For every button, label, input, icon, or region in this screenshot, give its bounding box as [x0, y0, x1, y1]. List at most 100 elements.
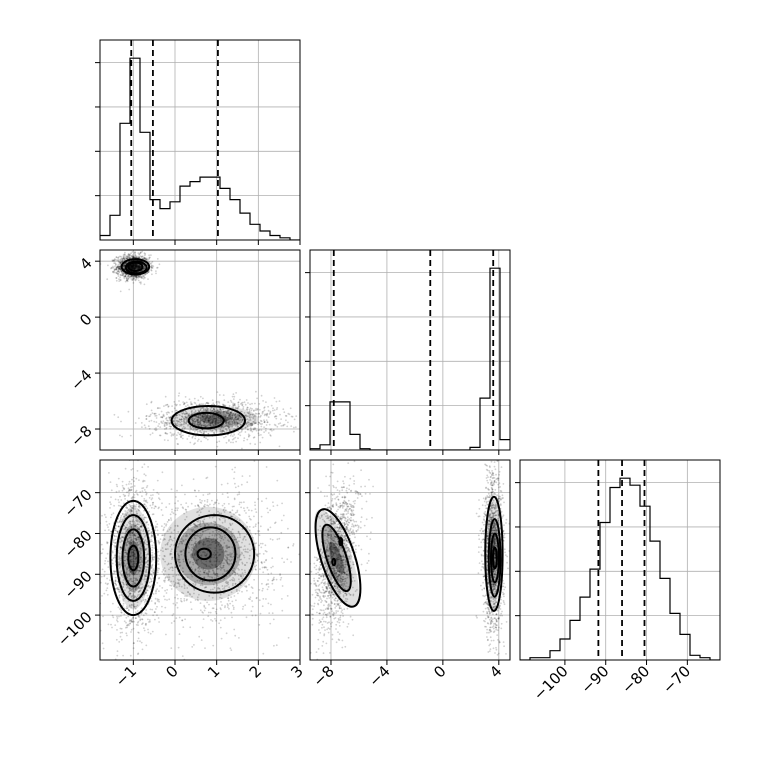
- sample-point: [248, 583, 250, 586]
- sample-point: [215, 560, 217, 563]
- sample-point: [204, 408, 207, 410]
- sample-point: [231, 435, 234, 437]
- sample-point: [130, 264, 133, 267]
- sample-point: [216, 567, 219, 570]
- sample-point: [183, 418, 185, 420]
- sample-point: [132, 530, 135, 533]
- sample-point: [127, 624, 130, 627]
- sample-point: [158, 585, 161, 587]
- sample-point: [148, 510, 151, 513]
- sample-point: [222, 394, 225, 396]
- sample-point: [190, 428, 193, 430]
- sample-point: [182, 626, 185, 628]
- sample-point: [166, 423, 169, 426]
- sample-point: [122, 532, 125, 535]
- sample-point: [137, 265, 140, 268]
- sample-point: [139, 618, 142, 621]
- sample-point: [207, 611, 210, 614]
- sample-point: [207, 420, 210, 422]
- sample-point: [131, 263, 134, 266]
- sample-point: [269, 526, 272, 529]
- sample-point: [113, 271, 116, 274]
- sample-point: [232, 404, 235, 407]
- sample-point: [239, 419, 242, 421]
- sample-point: [145, 418, 148, 420]
- sample-point: [165, 432, 168, 435]
- sample-point: [228, 540, 230, 543]
- sample-point: [144, 548, 147, 551]
- sample-point: [202, 397, 204, 400]
- sample-point: [162, 529, 165, 532]
- sample-point: [125, 514, 127, 517]
- sample-point: [136, 265, 139, 268]
- sample-point: [199, 395, 202, 398]
- sample-point: [267, 405, 269, 408]
- sample-point: [205, 422, 208, 425]
- sample-point: [138, 281, 141, 284]
- sample-point: [182, 401, 185, 403]
- sample-point: [197, 416, 199, 419]
- sample-point: [143, 536, 146, 538]
- sample-point: [200, 560, 203, 562]
- sample-point: [251, 430, 254, 433]
- sample-point: [230, 418, 233, 421]
- sample-point: [123, 259, 125, 262]
- sample-point: [129, 622, 132, 625]
- sample-point: [207, 432, 210, 435]
- sample-point: [134, 524, 137, 527]
- sample-point: [163, 415, 165, 417]
- sample-point: [110, 489, 113, 492]
- sample-point: [112, 557, 115, 560]
- sample-point: [107, 582, 109, 585]
- sample-point: [137, 267, 140, 270]
- sample-point: [122, 257, 125, 260]
- sample-point: [220, 544, 222, 546]
- sample-point: [203, 554, 206, 557]
- sample-point: [139, 520, 141, 523]
- sample-point: [225, 411, 228, 414]
- sample-point: [195, 418, 198, 421]
- sample-point: [129, 505, 132, 508]
- sample-point: [160, 611, 163, 613]
- sample-point: [223, 558, 226, 560]
- sample-point: [118, 552, 121, 555]
- sample-point: [136, 266, 139, 269]
- sample-point: [130, 526, 133, 529]
- sample-point: [157, 563, 160, 565]
- sample-point: [133, 267, 136, 270]
- sample-point: [232, 405, 235, 407]
- sample-point: [143, 256, 146, 259]
- sample-point: [224, 509, 227, 512]
- sample-point: [220, 426, 223, 429]
- sample-point: [126, 491, 128, 494]
- sample-point: [112, 265, 114, 268]
- sample-point: [253, 414, 256, 417]
- sample-point: [225, 424, 228, 427]
- sample-point: [219, 408, 222, 410]
- sample-point: [220, 532, 223, 535]
- sample-point: [209, 429, 212, 432]
- sample-point: [152, 494, 154, 496]
- sample-point: [247, 421, 250, 424]
- sample-point: [233, 595, 236, 597]
- sample-point: [129, 541, 131, 544]
- sample-point: [131, 587, 134, 590]
- sample-point: [118, 265, 120, 268]
- sample-point: [127, 565, 129, 568]
- sample-point: [110, 513, 113, 516]
- sample-point: [212, 424, 215, 427]
- sample-point: [106, 593, 109, 596]
- sample-point: [165, 411, 168, 414]
- sample-point: [237, 433, 240, 436]
- sample-point: [269, 434, 272, 436]
- sample-point: [273, 644, 275, 647]
- sample-point: [178, 561, 181, 564]
- sample-point: [169, 425, 172, 428]
- sample-point: [195, 544, 198, 546]
- sample-point: [136, 266, 139, 269]
- sample-point: [137, 631, 140, 634]
- sample-point: [180, 436, 183, 439]
- sample-point: [117, 499, 120, 501]
- sample-point: [134, 266, 137, 269]
- sample-point: [179, 418, 182, 421]
